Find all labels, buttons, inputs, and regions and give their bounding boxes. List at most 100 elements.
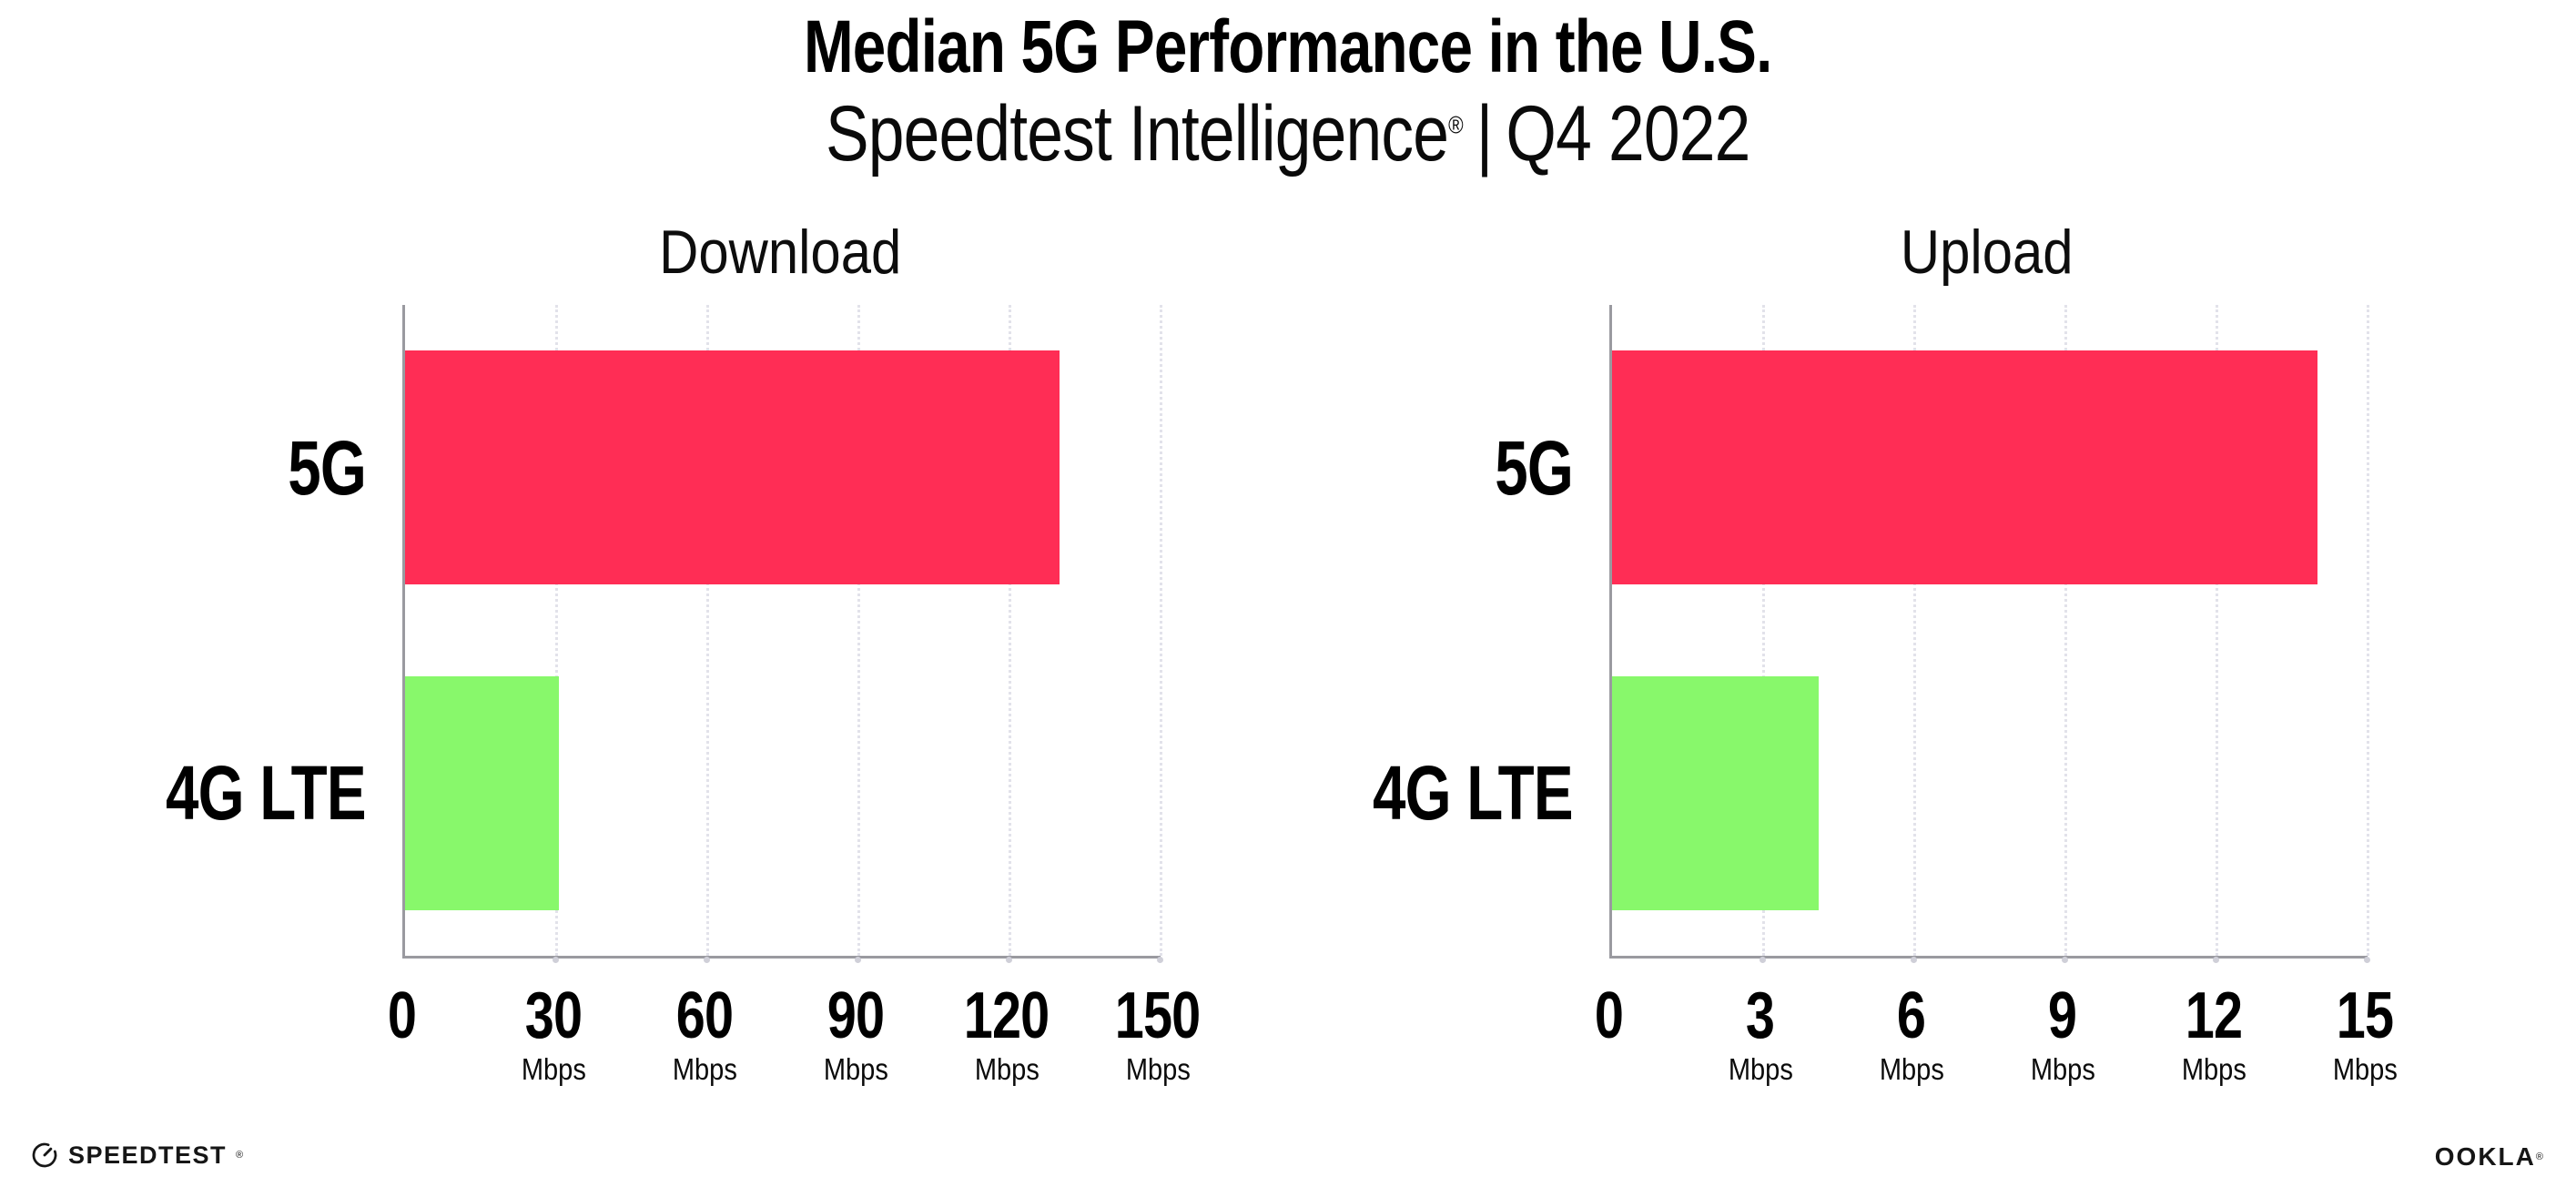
x-tick-label: 0 (320, 981, 484, 1050)
speedtest-logo: SPEEDTEST ® (30, 1140, 243, 1171)
x-tick-label: 6 Mbps (1830, 981, 1993, 1087)
x-tick-value: 6 (1830, 981, 1993, 1050)
x-tick-label: 60 Mbps (623, 981, 786, 1087)
ookla-wordmark: OOKLA (2434, 1142, 2536, 1171)
category-label-text: 4G LTE (166, 750, 367, 837)
gridline (2367, 305, 2369, 956)
gridline (2216, 305, 2218, 956)
bar-5g (405, 350, 1060, 585)
category-label-text: 5G (1495, 424, 1574, 511)
x-tick-value-text: 0 (388, 979, 417, 1052)
gridline (706, 305, 709, 956)
x-tick-value-text: 0 (1595, 979, 1624, 1052)
subtitle-period: Q4 2022 (1506, 90, 1751, 178)
x-tick-unit: Mbps (1678, 1052, 1842, 1087)
x-tick-value: 120 (925, 981, 1089, 1050)
ookla-logo: OOKLA ® (2434, 1142, 2543, 1171)
axis-tick-dot (855, 957, 861, 963)
axis-tick-dot (2213, 957, 2219, 963)
page-title-text: Median 5G Performance in the U.S. (804, 5, 1772, 88)
x-tick-unit-text: Mbps (672, 1052, 737, 1086)
x-tick-value: 0 (1527, 981, 1691, 1050)
chart-title-text: Upload (1901, 218, 2074, 287)
x-tick-unit-text: Mbps (1125, 1052, 1191, 1086)
x-tick-label: 9 Mbps (1981, 981, 2145, 1087)
x-tick-value-text: 12 (2185, 979, 2243, 1052)
x-tick-value-text: 30 (524, 979, 583, 1052)
x-tick-unit: Mbps (623, 1052, 786, 1087)
speedtest-wordmark: SPEEDTEST (68, 1141, 228, 1169)
category-label-5g: 5G (1300, 424, 1574, 511)
chart-title: Upload (1609, 218, 2365, 287)
category-label-4g-lte: 4G LTE (93, 750, 367, 837)
category-label-text: 5G (288, 424, 367, 511)
page-subtitle: Speedtest Intelligence® | Q4 2022 (0, 89, 2576, 179)
x-tick-value: 9 (1981, 981, 2145, 1050)
x-tick-label: 3 Mbps (1678, 981, 1842, 1087)
x-tick-value: 15 (2283, 981, 2447, 1050)
page-title: Median 5G Performance in the U.S. (0, 5, 2576, 89)
gridline (1009, 305, 1011, 956)
gridline (1913, 305, 1916, 956)
category-label-5g: 5G (93, 424, 367, 511)
bar-4g-lte (1612, 675, 1819, 910)
x-tick-value: 30 (472, 981, 635, 1050)
x-tick-unit: Mbps (1830, 1052, 1993, 1087)
x-tick-unit-text: Mbps (1728, 1052, 1793, 1086)
gridline (555, 305, 558, 956)
x-tick-unit: Mbps (774, 1052, 938, 1087)
subtitle-separator: | (1476, 90, 1494, 178)
axis-tick-dot (2364, 957, 2370, 963)
x-tick-value-text: 120 (964, 979, 1050, 1052)
gridline (1762, 305, 1765, 956)
x-tick-unit: Mbps (925, 1052, 1089, 1087)
x-tick-label: 120 Mbps (925, 981, 1089, 1087)
registered-mark: ® (1448, 111, 1464, 139)
x-tick-unit-text: Mbps (1879, 1052, 1944, 1086)
x-tick-value-text: 60 (675, 979, 734, 1052)
x-tick-value: 150 (1076, 981, 1240, 1050)
x-tick-value: 60 (623, 981, 786, 1050)
x-tick-unit: Mbps (2132, 1052, 2296, 1087)
x-tick-label: 90 Mbps (774, 981, 938, 1087)
axis-tick-dot (1911, 957, 1917, 963)
category-label-4g-lte: 4G LTE (1300, 750, 1574, 837)
x-tick-value: 90 (774, 981, 938, 1050)
x-tick-unit-text: Mbps (521, 1052, 586, 1086)
bar-4g-lte (405, 675, 559, 910)
axis-tick-dot (1006, 957, 1012, 963)
x-tick-unit-text: Mbps (823, 1052, 888, 1086)
x-tick-label: 0 (1527, 981, 1691, 1050)
x-tick-unit-text: Mbps (2181, 1052, 2246, 1086)
x-tick-value-text: 6 (1897, 979, 1926, 1052)
x-tick-value-text: 9 (2048, 979, 2077, 1052)
gridline (1160, 305, 1162, 956)
x-tick-unit-text: Mbps (974, 1052, 1040, 1086)
x-tick-value-text: 150 (1115, 979, 1202, 1052)
x-tick-value: 3 (1678, 981, 1842, 1050)
speedtest-gauge-icon (32, 1142, 57, 1168)
axis-tick-dot (2062, 957, 2068, 963)
bar-5g (1612, 350, 2317, 585)
plot-area (1609, 305, 2370, 963)
axis-tick-dot (1760, 957, 1766, 963)
gridline (857, 305, 860, 956)
x-tick-label: 15 Mbps (2283, 981, 2447, 1087)
x-tick-unit: Mbps (472, 1052, 635, 1087)
x-tick-value-text: 15 (2336, 979, 2394, 1052)
x-tick-unit-text: Mbps (2332, 1052, 2398, 1086)
x-tick-unit-text: Mbps (2030, 1052, 2095, 1086)
x-tick-label: 12 Mbps (2132, 981, 2296, 1087)
chart-title: Download (402, 218, 1158, 287)
page-subtitle-text: Speedtest Intelligence® | Q4 2022 (826, 89, 1751, 179)
gridline (2064, 305, 2067, 956)
x-tick-value: 0 (320, 981, 484, 1050)
x-tick-value: 12 (2132, 981, 2296, 1050)
subtitle-product: Speedtest Intelligence (826, 90, 1449, 178)
x-tick-unit: Mbps (1981, 1052, 2145, 1087)
x-tick-value-text: 90 (827, 979, 885, 1052)
axis-tick-dot (553, 957, 559, 963)
axis-tick-dot (1157, 957, 1163, 963)
plot-area (402, 305, 1163, 963)
category-label-text: 4G LTE (1373, 750, 1574, 837)
